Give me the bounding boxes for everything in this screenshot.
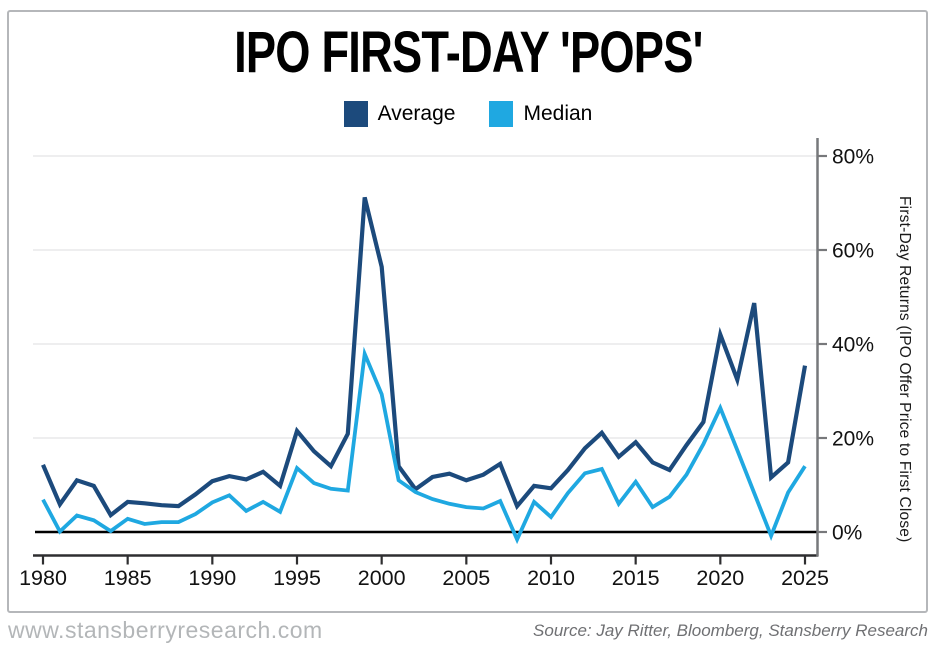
x-tick-label: 1980: [19, 566, 67, 590]
x-tick-label: 2020: [696, 566, 744, 590]
x-tick-label: 2010: [527, 566, 575, 590]
x-tick-label: 1995: [273, 566, 321, 590]
legend-item-median: Median: [489, 101, 592, 127]
median-legend-swatch: [489, 101, 514, 127]
chart-title-text: IPO FIRST-DAY 'POPS': [233, 20, 703, 85]
average-legend-swatch: [343, 101, 368, 127]
average-line: [41, 196, 808, 519]
y-axis-title: First-Day Returns (IPO Offer Price to Fi…: [896, 195, 913, 543]
y-tick-label: 40%: [832, 334, 874, 357]
x-tick-label: 2000: [358, 566, 406, 590]
x-tick-label: 1985: [104, 566, 152, 590]
average-legend-label: Average: [377, 102, 456, 125]
x-tick-label: 2015: [612, 566, 660, 590]
legend-item-average: Average: [343, 101, 456, 127]
x-tick-label: 2025: [781, 566, 829, 590]
legend: Average Median: [0, 101, 936, 127]
y-tick-label: 20%: [832, 428, 874, 451]
footer-source: Source: Jay Ritter, Bloomberg, Stansberr…: [533, 621, 928, 640]
chart-title: IPO FIRST-DAY 'POPS': [0, 24, 936, 82]
y-tick-label: 60%: [832, 240, 874, 263]
y-tick-label: 0%: [832, 522, 862, 545]
median-line: [41, 346, 807, 545]
y-tick-label: 80%: [832, 146, 874, 169]
footer-website: www.stansberryresearch.com: [8, 617, 323, 643]
median-legend-label: Median: [523, 102, 593, 125]
x-tick-label: 1990: [188, 566, 236, 590]
chart-frame: [7, 10, 928, 613]
x-tick-label: 2005: [442, 566, 490, 590]
